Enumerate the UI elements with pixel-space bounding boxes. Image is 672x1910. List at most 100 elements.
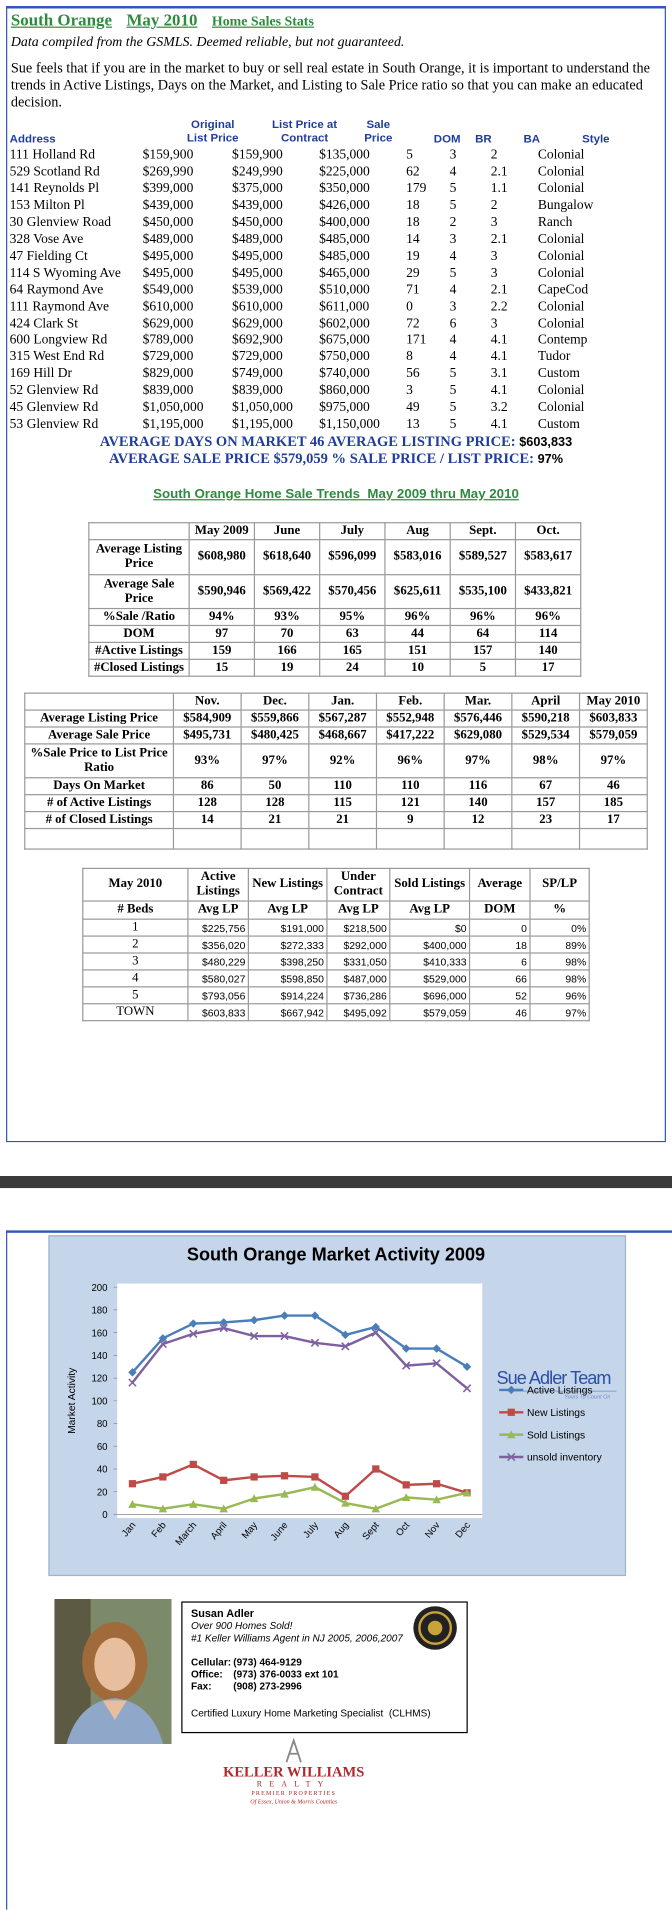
address: 328 Vose Ave xyxy=(9,231,84,247)
averages-line: AVERAGE SALE PRICE $579,059 % SALE PRICE… xyxy=(0,450,672,468)
y-tick-label: 120 xyxy=(91,1374,107,1385)
average-label: AVERAGE SALE PRICE xyxy=(108,449,270,467)
cell: 44 xyxy=(384,624,451,643)
marker xyxy=(401,1344,411,1353)
cell: $489,000 xyxy=(232,231,283,247)
y-tick-label: 100 xyxy=(91,1396,107,1407)
cell: 110 xyxy=(375,777,445,796)
cell: 5 xyxy=(449,265,457,280)
cell: $249,990 xyxy=(232,164,283,179)
x-tick-label: Oct xyxy=(394,1520,412,1539)
cell: 121 xyxy=(375,794,445,813)
cell: $417,222 xyxy=(375,726,445,745)
cell: 96% xyxy=(375,743,445,779)
cell: $495,000 xyxy=(232,248,283,264)
column-header: Active Listings xyxy=(187,867,249,902)
cell: $603,833 xyxy=(578,709,648,728)
x-tick-label: June xyxy=(269,1520,291,1543)
column-header: Jan. xyxy=(308,692,378,711)
cell: $590,946 xyxy=(188,574,256,610)
cell: 62 xyxy=(406,164,420,179)
column-header: Avg LP xyxy=(389,900,471,920)
cell: $495,000 xyxy=(232,265,283,280)
cell: 116 xyxy=(443,777,513,796)
cell: 4.1 xyxy=(490,417,508,432)
cell: 70 xyxy=(253,624,321,643)
contact-value: (973) 464-9129 xyxy=(233,1655,302,1668)
cell: $567,287 xyxy=(308,709,378,728)
cell: 89% xyxy=(529,935,590,954)
x-tick-label: May xyxy=(240,1520,260,1541)
cell: 19 xyxy=(253,658,321,677)
cell: $580,027 xyxy=(187,969,249,988)
marker xyxy=(220,1476,228,1484)
row-label: #Closed Listings xyxy=(88,658,190,677)
row-label: Average Listing Price xyxy=(88,539,190,576)
cell: $860,000 xyxy=(319,383,370,398)
corner-cell xyxy=(88,522,190,541)
cell: 5 xyxy=(449,383,457,398)
cell: 140 xyxy=(443,794,513,813)
title: South Orange xyxy=(10,12,112,31)
cell: $729,000 xyxy=(232,349,283,365)
empty-cell xyxy=(308,827,378,850)
empty-cell xyxy=(511,827,581,850)
row-label: #Active Listings xyxy=(88,641,190,660)
cell: 14 xyxy=(406,231,420,247)
y-tick-label: 140 xyxy=(91,1351,107,1362)
column-header: Dec. xyxy=(240,692,310,711)
average-label: AVERAGE DAYS ON MARKET xyxy=(99,432,307,450)
cell: $602,000 xyxy=(319,316,370,331)
cell: $480,229 xyxy=(187,952,249,971)
company-division: PREMIER PROPERTIES xyxy=(251,1791,337,1798)
cell: 46 xyxy=(468,1003,531,1022)
cell: $692,900 xyxy=(232,332,283,348)
average-label: AVERAGE LISTING PRICE: xyxy=(327,432,516,450)
cell: $269,990 xyxy=(142,164,194,179)
marker xyxy=(128,1378,137,1387)
cell: 19 xyxy=(406,248,420,264)
marker xyxy=(371,1328,380,1337)
cell: $356,020 xyxy=(187,935,249,954)
cell: 128 xyxy=(240,794,310,813)
cell: 10 xyxy=(384,658,451,677)
marker xyxy=(401,1493,411,1501)
cell: 66 xyxy=(468,969,531,988)
cell: 3 xyxy=(449,299,457,314)
cell: 5 xyxy=(406,147,413,162)
column-header: Feb. xyxy=(375,692,445,711)
legend-label: Sold Listings xyxy=(527,1430,585,1441)
marker xyxy=(189,1499,198,1508)
cell: $579,059 xyxy=(389,1003,471,1022)
agent-award: #1 Keller Williams Agent in NJ 2005, 200… xyxy=(190,1631,403,1644)
cell: $399,000 xyxy=(142,181,194,196)
column-header: May 2010 xyxy=(82,867,189,902)
address: 315 West End Rd xyxy=(9,349,105,365)
chart-title: South Orange Market Activity 2009 xyxy=(187,1245,485,1265)
series-line xyxy=(131,1326,468,1390)
address: 114 S Wyoming Ave xyxy=(9,265,121,280)
average-value: 46 xyxy=(309,432,325,450)
cell: 0% xyxy=(529,918,590,937)
marker xyxy=(462,1488,472,1497)
cell: 4 xyxy=(449,349,457,365)
cell: $485,000 xyxy=(319,248,370,264)
cell: $480,425 xyxy=(240,726,310,745)
marker xyxy=(158,1504,168,1513)
cell: 179 xyxy=(406,181,427,196)
x-tick-label: Nov xyxy=(423,1520,443,1540)
plot-area xyxy=(117,1283,483,1519)
marker xyxy=(341,1498,350,1507)
cell: 6 xyxy=(468,952,531,971)
cell: $549,000 xyxy=(142,282,194,297)
averages-line: AVERAGE DAYS ON MARKET 46 AVERAGE LISTIN… xyxy=(0,433,672,451)
cell: $729,000 xyxy=(142,349,194,365)
column-header: Average xyxy=(468,867,531,902)
address: 30 Glenview Road xyxy=(9,214,112,230)
cell: 2.2 xyxy=(490,299,508,314)
cell: $1,195,000 xyxy=(142,417,204,432)
marker xyxy=(432,1495,441,1504)
agent-photo xyxy=(54,1599,172,1745)
